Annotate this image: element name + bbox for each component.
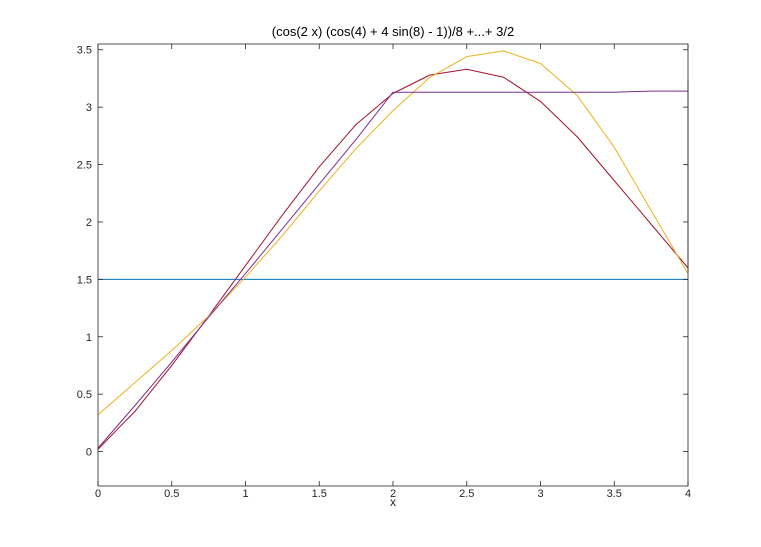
x-tick-label: 1 — [242, 488, 248, 500]
x-tick-label: 1.5 — [312, 488, 327, 500]
y-tick-label: 0.5 — [77, 389, 92, 401]
y-tick-label: 2 — [86, 217, 92, 229]
series-line-3 — [97, 50, 689, 416]
y-tick-label: 1 — [86, 332, 92, 344]
x-ticks: 0 0.5 1 1.5 2 2.5 3 3.5 4 — [95, 44, 691, 500]
y-tick-label: 3 — [86, 102, 92, 114]
y-ticks: 0 0.5 1 1.5 2 2.5 3 3.5 — [77, 45, 688, 459]
x-tick-label: 3 — [537, 488, 543, 500]
y-tick-label: 2.5 — [77, 160, 92, 172]
x-tick-label: 0 — [95, 488, 101, 500]
y-tick-label: 3.5 — [77, 45, 92, 57]
x-tick-label: 2.5 — [459, 488, 474, 500]
chart-title: (cos(2 x) (cos(4) + 4 sin(8) - 1))/8 +..… — [272, 24, 514, 39]
x-tick-label: 2 — [390, 488, 396, 500]
series-layer — [97, 50, 689, 450]
x-tick-label: 4 — [685, 488, 691, 500]
plot-background — [98, 44, 688, 486]
y-tick-label: 0 — [86, 447, 92, 459]
x-axis-label: x — [390, 495, 396, 509]
y-tick-label: 1.5 — [77, 274, 92, 286]
x-tick-label: 3.5 — [607, 488, 622, 500]
x-tick-label: 0.5 — [164, 488, 179, 500]
